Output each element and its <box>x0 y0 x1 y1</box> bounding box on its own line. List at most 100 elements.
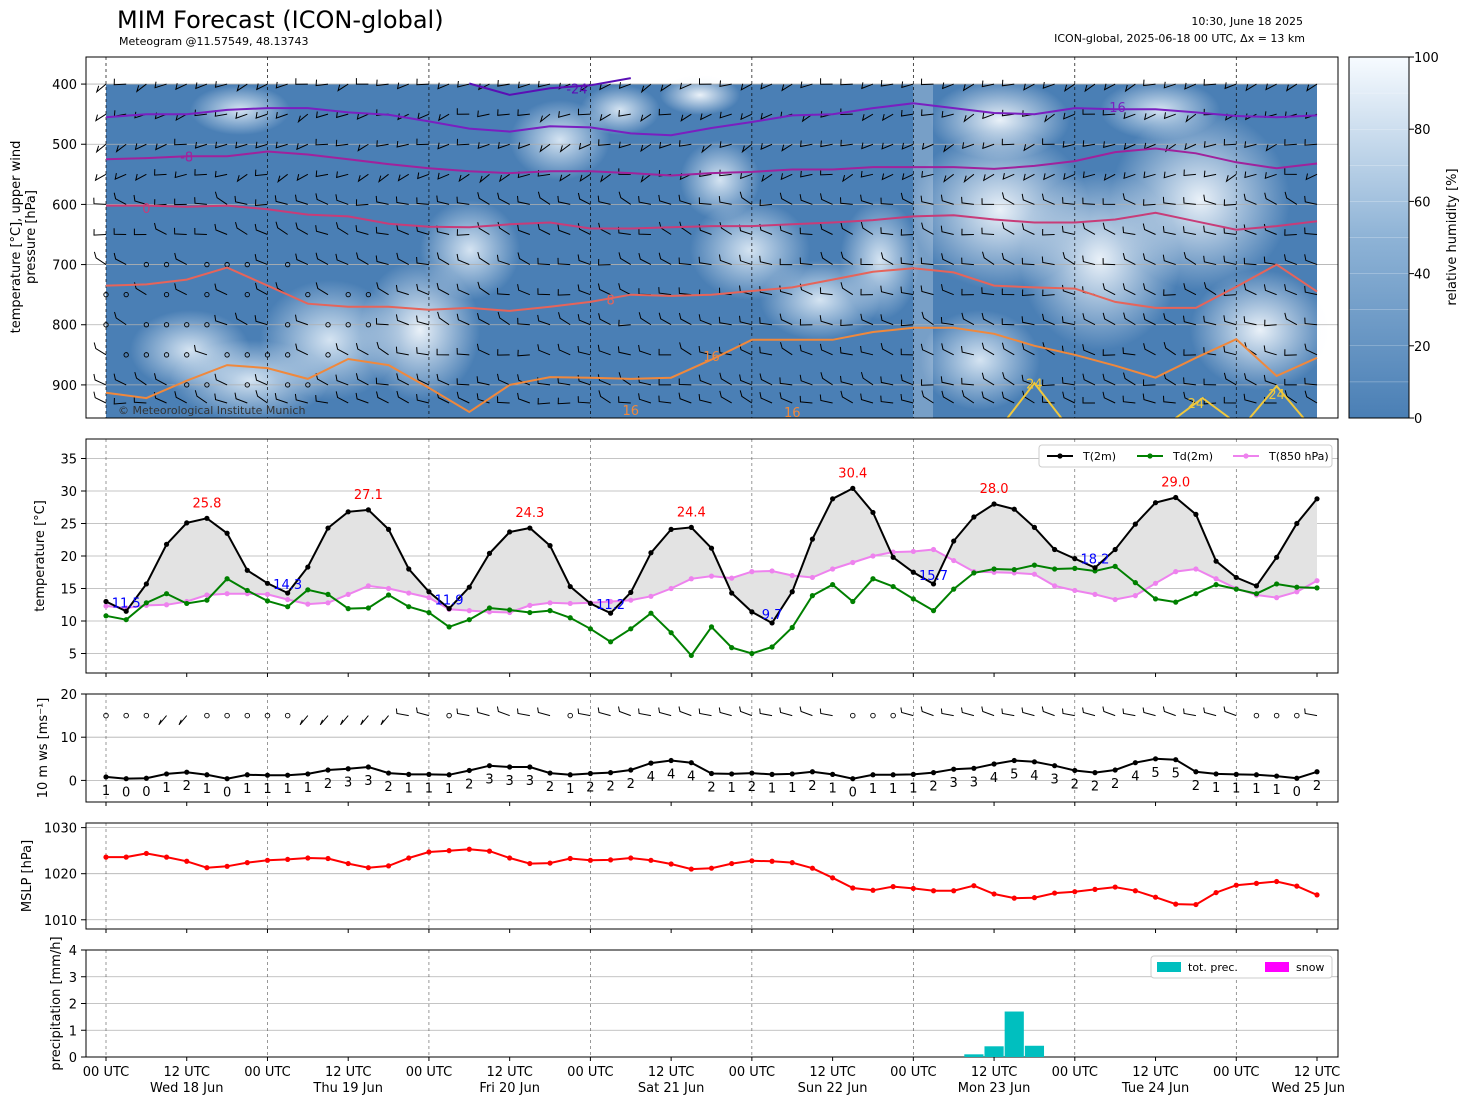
wind-barb <box>517 81 531 89</box>
data-point-wind-speed <box>1132 760 1138 766</box>
y-tick-label: 500 <box>52 138 77 153</box>
wind-barb <box>376 341 389 356</box>
calm-wind-marker <box>204 292 210 298</box>
wind-barb <box>1183 377 1196 386</box>
wind-barb <box>1082 707 1096 717</box>
wind-barb <box>476 707 490 717</box>
y-axis-label-line: temperature [°C], upper wind <box>9 141 24 334</box>
wind-barb <box>618 252 632 266</box>
wind-barb <box>175 113 187 121</box>
wind-barb <box>1042 289 1055 297</box>
wind-barb <box>781 83 793 92</box>
wind-barb <box>155 143 167 151</box>
wind-barb <box>1122 708 1136 717</box>
wind-barb <box>638 228 651 235</box>
data-point-t850 <box>163 602 170 608</box>
wind-barb <box>940 194 954 205</box>
wind-barb <box>1122 226 1136 235</box>
data-point-wind-speed <box>729 771 735 777</box>
data-point-wind-speed <box>264 772 271 778</box>
wind-barb <box>295 78 308 85</box>
wind-barb <box>113 373 127 386</box>
wind-barb <box>638 708 652 717</box>
data-point-mslp <box>1314 892 1320 898</box>
max-temperature-label: 24.3 <box>515 506 544 521</box>
wind-barb <box>881 142 894 150</box>
wind-barb <box>1304 286 1318 296</box>
day-label: Tue 24 Jun <box>1121 1081 1189 1096</box>
wind-barb <box>981 80 995 88</box>
wind-barb <box>255 141 268 149</box>
wind-barb <box>597 195 611 205</box>
calm-wind-marker <box>163 261 170 268</box>
wind-barb <box>579 173 591 183</box>
wind-speed-value-label: 1 <box>445 782 453 797</box>
wind-barb <box>1143 199 1156 206</box>
wind-barb <box>699 113 712 121</box>
wind-barb <box>476 376 490 386</box>
calm-wind-marker <box>204 261 210 268</box>
wind-barb <box>1183 197 1196 205</box>
data-point-t850 <box>951 557 957 564</box>
wind-barb <box>759 199 773 207</box>
y-tick-label: 700 <box>52 259 77 274</box>
wind-barb <box>1063 173 1076 181</box>
wind-barb <box>861 82 874 90</box>
wind-barb <box>617 346 631 356</box>
calm-wind-marker <box>184 352 190 358</box>
wind-barb <box>355 373 369 386</box>
calm-wind-marker <box>103 712 109 719</box>
wind-barb <box>1284 378 1297 386</box>
wind-barb <box>1183 283 1197 296</box>
wind-barb <box>820 223 833 235</box>
wind-barb <box>1122 395 1136 404</box>
wind-barb <box>1162 706 1176 717</box>
data-point-wind-speed <box>507 764 513 770</box>
wind-barb <box>1122 193 1136 205</box>
wind-barb <box>174 138 187 146</box>
wind-barb <box>799 318 813 326</box>
data-point-td2m <box>648 610 654 616</box>
contour-label: 16 <box>784 406 801 421</box>
data-point-t850 <box>486 609 493 615</box>
wind-barb <box>840 139 853 147</box>
day-label: Thu 19 Jun <box>312 1081 383 1096</box>
wind-barb <box>1103 83 1116 91</box>
data-point-wind-speed <box>143 775 149 781</box>
wind-speed-value-label: 3 <box>364 774 372 789</box>
data-point-wind-speed <box>971 765 977 771</box>
data-point-td2m <box>345 606 351 612</box>
wind-barb <box>638 312 652 326</box>
calm-wind-marker <box>224 352 230 358</box>
data-point-mslp <box>850 885 856 891</box>
data-point-td2m <box>1052 566 1058 572</box>
data-point-t2m <box>1294 520 1300 527</box>
contour-label: 16 <box>703 350 720 365</box>
wind-barb <box>537 397 551 405</box>
wind-barb <box>335 343 349 356</box>
wind-barb <box>1243 393 1257 404</box>
wind-barb <box>557 397 571 405</box>
wind-barb <box>900 393 914 404</box>
isotherm-contour <box>469 77 631 96</box>
data-point-mslp <box>285 856 291 863</box>
wind-barb <box>1001 288 1015 296</box>
wind-barb <box>174 252 187 266</box>
data-point-mslp <box>668 861 674 867</box>
wind-barb <box>1165 143 1177 153</box>
wind-barb <box>920 195 934 205</box>
wind-barb <box>456 378 470 386</box>
wind-barb <box>133 228 147 236</box>
wind-barb <box>1082 397 1095 404</box>
isotherm-contour <box>105 102 1318 137</box>
data-point-t2m <box>547 543 553 549</box>
wind-barb <box>941 284 954 296</box>
contour-label: -16 <box>1105 101 1126 116</box>
data-point-t850 <box>749 569 755 575</box>
wind-barb <box>1002 372 1015 386</box>
data-point-t2m <box>648 550 654 556</box>
data-point-t850 <box>648 593 654 599</box>
wind-speed-value-label: 5 <box>1151 766 1159 781</box>
wind-speed-value-label: 5 <box>1172 767 1180 782</box>
wind-barb <box>1143 283 1156 296</box>
